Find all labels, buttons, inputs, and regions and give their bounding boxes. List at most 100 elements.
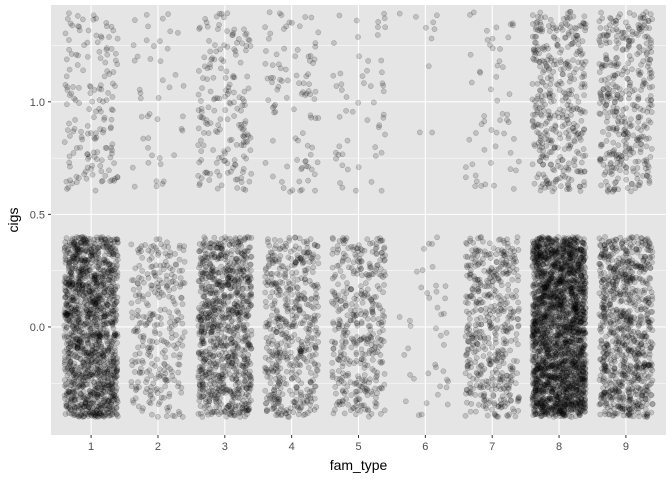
data-point [94,286,101,293]
data-point [77,355,84,362]
data-point [88,351,94,358]
data-point [66,256,73,263]
data-point [475,260,482,267]
data-point [311,96,318,103]
data-point [156,236,163,242]
data-point [222,279,229,286]
data-point [493,73,500,80]
data-point [245,300,252,307]
data-point [501,396,507,403]
data-point [330,72,337,79]
data-point [373,293,379,300]
data-point [110,393,116,400]
data-point [374,372,380,379]
data-point [361,372,368,378]
data-point [493,266,500,273]
data-point [231,26,238,33]
data-point [177,351,183,358]
data-point [464,323,471,330]
data-point [95,248,101,255]
data-point [78,380,84,387]
data-point [66,120,72,127]
data-point [158,241,165,248]
data-point [89,343,96,349]
data-point [224,335,230,342]
data-point [501,379,508,386]
data-point [494,369,500,376]
data-point [512,380,519,387]
data-point [78,401,85,408]
data-point [88,400,95,407]
data-point [245,85,252,92]
data-point [138,243,145,250]
data-point [73,374,80,381]
data-point [112,362,118,369]
data-point [210,248,216,255]
data-point [356,53,362,60]
data-point [481,146,488,153]
data-point [289,274,296,280]
data-point [348,286,355,293]
data-point [507,248,514,254]
data-point [426,240,432,247]
data-point [82,400,89,407]
data-point [107,318,114,325]
data-point [353,341,360,348]
data-point [102,260,109,266]
data-point [348,344,355,351]
data-point [91,114,97,121]
data-point [148,243,155,250]
data-point [473,299,480,306]
data-point [296,23,303,30]
data-point [344,166,351,173]
data-point [163,378,170,384]
data-point [335,151,342,158]
data-point [272,400,279,407]
data-point [232,402,239,409]
data-point [243,338,249,345]
data-point [96,333,103,339]
data-point [369,390,376,397]
data-point [468,79,475,86]
data-point [223,87,229,94]
data-point [359,402,365,409]
data-point [163,276,170,283]
data-point [314,159,321,166]
data-point [311,171,318,178]
data-point [284,265,291,272]
data-point [341,390,348,397]
data-point [82,377,89,383]
data-point [224,258,231,265]
data-point [369,308,376,315]
data-point [343,290,350,297]
data-point [113,312,120,319]
data-point [313,299,319,306]
data-point [93,321,100,328]
data-point [108,304,115,311]
data-point [85,311,92,317]
data-point [372,344,379,350]
data-point [195,91,202,98]
data-point [112,284,118,290]
data-point [162,250,169,257]
data-point [369,248,376,255]
data-point [181,258,188,265]
data-point [481,113,488,119]
data-point [308,341,315,348]
data-point [87,381,94,388]
data-point [268,333,275,340]
data-point [348,335,355,342]
data-point [382,272,388,279]
data-point [92,277,99,283]
data-point [470,239,477,246]
data-point [62,315,69,321]
data-point [508,292,515,299]
data-point [508,397,514,404]
data-point [291,106,297,113]
data-point [100,357,107,364]
data-point [139,268,146,274]
data-point [434,234,440,241]
data-point [497,378,503,385]
data-point [330,246,337,253]
